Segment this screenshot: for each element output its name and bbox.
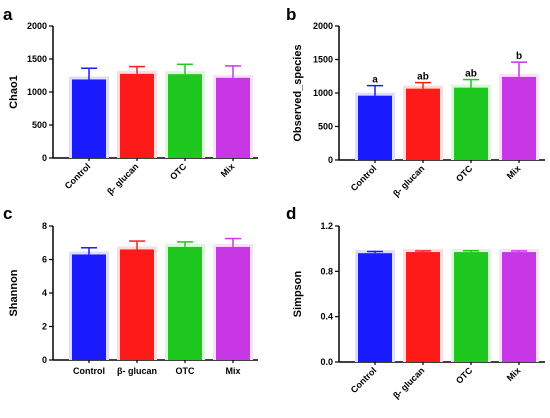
category-label: β- glucan (117, 366, 157, 376)
y-tick-label: 2 (42, 322, 47, 332)
category-label: OTC (168, 161, 189, 182)
y-tick-label: 1000 (27, 87, 47, 97)
bar-1 (406, 88, 440, 160)
category-label: Control (73, 366, 105, 376)
y-axis-label: Observed_species (292, 44, 304, 141)
category-label: Control (63, 161, 93, 191)
panel-letter-d: d (286, 204, 296, 223)
y-tick-label: 0.0 (320, 357, 333, 367)
category-label: Mix (225, 366, 240, 376)
category-label: β- glucan (105, 161, 140, 196)
y-tick-label: 6 (42, 255, 47, 265)
bar-0 (358, 253, 392, 362)
significance-label: ab (465, 69, 477, 80)
y-tick-label: 1500 (27, 54, 47, 64)
bar-2 (168, 74, 202, 158)
bar-2 (454, 87, 488, 160)
panel-letter-a: a (3, 5, 13, 24)
bar-3 (216, 77, 250, 158)
y-tick-label: 0.8 (320, 266, 333, 276)
category-label: Mix (505, 365, 523, 383)
category-label: β- glucan (391, 365, 426, 400)
bar-3 (502, 76, 536, 160)
y-tick-label: 1000 (313, 88, 333, 98)
y-axis-label: Chao1 (8, 75, 20, 109)
category-label: Mix (505, 163, 523, 181)
category-label: OTC (454, 365, 475, 386)
y-tick-label: 0 (42, 355, 47, 365)
category-label: Control (349, 163, 379, 193)
significance-label: a (372, 75, 378, 86)
y-tick-label: 4 (42, 288, 47, 298)
panel-letter-b: b (286, 5, 296, 24)
y-tick-label: 0 (42, 153, 47, 163)
y-axis-label: Simpson (292, 270, 304, 317)
bar-1 (406, 252, 440, 362)
bar-3 (502, 252, 536, 362)
bar-1 (120, 73, 154, 158)
y-tick-label: 2000 (313, 21, 333, 31)
bar-2 (168, 246, 202, 360)
y-tick-label: 1.2 (320, 221, 333, 231)
bar-0 (358, 95, 392, 160)
bar-0 (72, 79, 106, 158)
significance-label: ab (417, 72, 429, 83)
y-tick-label: 1500 (313, 55, 333, 65)
category-label: Mix (219, 161, 237, 179)
bar-0 (72, 254, 106, 360)
category-label: OTC (176, 366, 195, 376)
bar-1 (120, 249, 154, 360)
panel-letter-c: c (3, 204, 12, 223)
significance-label: b (516, 51, 522, 62)
y-tick-label: 0 (328, 155, 333, 165)
bar-2 (454, 252, 488, 362)
y-tick-label: 0.4 (320, 312, 333, 322)
y-tick-label: 8 (42, 221, 47, 231)
y-tick-label: 2000 (27, 21, 47, 31)
category-label: Control (349, 365, 379, 395)
y-axis-label: Shannon (8, 269, 20, 316)
category-label: β- glucan (391, 163, 426, 198)
bar-3 (216, 246, 250, 360)
category-label: OTC (454, 163, 475, 184)
y-tick-label: 500 (318, 122, 333, 132)
y-tick-label: 500 (32, 120, 47, 130)
